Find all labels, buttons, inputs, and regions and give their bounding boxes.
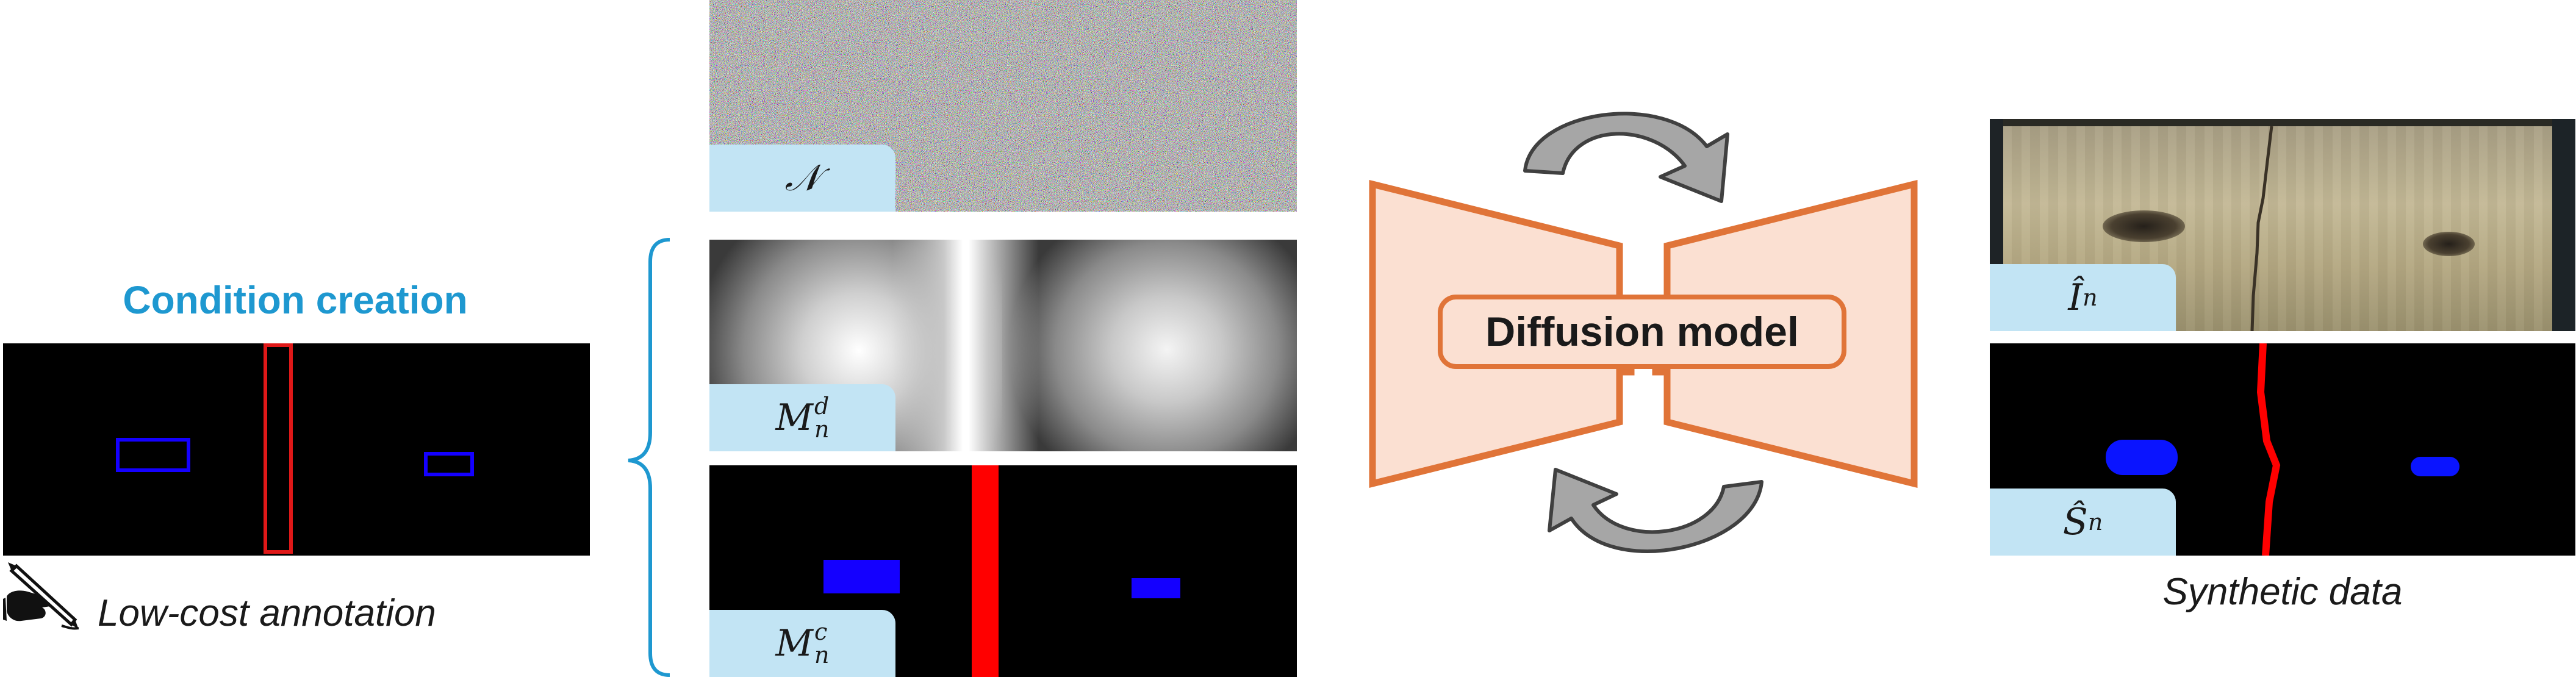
knot-region-left	[823, 560, 900, 593]
synthetic-data-caption: Synthetic data	[2162, 571, 2403, 613]
cycle-arrow-top-icon	[1523, 112, 1729, 203]
low-cost-annotation-caption: Low-cost annotation	[98, 592, 436, 634]
distance-gradient-right	[1002, 240, 1297, 451]
label-sub: n	[814, 416, 830, 443]
crack-bbox	[264, 343, 293, 554]
crack-region	[972, 465, 999, 677]
label-sup: c	[814, 618, 828, 645]
knot-right	[2423, 232, 2475, 256]
crack-mask	[2256, 343, 2281, 556]
knot-left	[2103, 210, 2185, 242]
knot-mask-left	[2106, 440, 2178, 475]
knot-mask-right	[2411, 457, 2459, 476]
label-sup: d	[814, 393, 830, 420]
label-base: M	[775, 396, 813, 439]
condition-creation-heading: Condition creation	[123, 278, 468, 322]
image-right-edge	[2552, 119, 2575, 331]
label-sub: n	[2087, 509, 2103, 535]
label-sub: n	[2083, 284, 2098, 311]
label-sub: n	[814, 642, 830, 668]
knot-region-right	[1132, 578, 1180, 598]
noise-label: 𝒩	[709, 145, 895, 212]
crack-line	[2250, 126, 2273, 331]
knot-bbox-left	[116, 438, 190, 472]
cycle-arrow-bottom-icon	[1548, 468, 1763, 553]
noise-panel: 𝒩	[709, 0, 1297, 212]
distance-gradient-crack	[892, 240, 1039, 451]
label-base: Ŝ	[2062, 501, 2088, 543]
label-base: M	[775, 622, 813, 665]
knot-bbox-right	[424, 452, 474, 476]
annotation-canvas	[3, 343, 590, 556]
label-base: Î	[2068, 276, 2083, 319]
image-top-edge	[1990, 119, 2575, 126]
hand-writing-icon	[3, 561, 82, 631]
curly-bracket	[628, 238, 670, 677]
noise-symbol: 𝒩	[784, 157, 820, 199]
diffusion-model-label: Diffusion model	[1438, 295, 1846, 369]
